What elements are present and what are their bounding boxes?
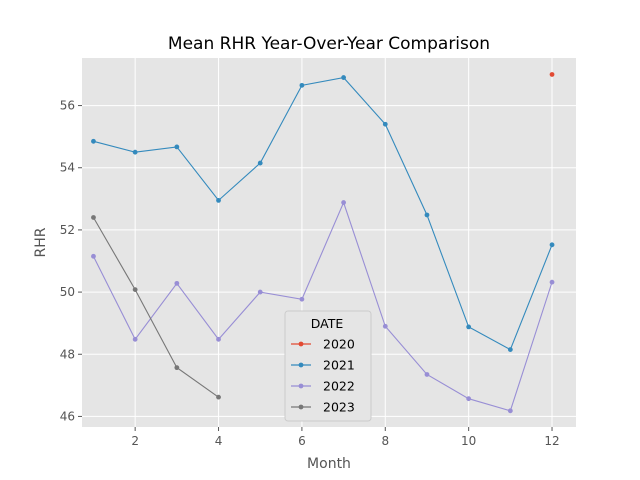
legend-label: 2023 — [323, 400, 355, 415]
data-point-2022 — [341, 200, 346, 205]
legend-label: 2021 — [323, 358, 355, 373]
series-2020 — [549, 72, 555, 77]
legend-marker — [298, 362, 304, 368]
data-point-2021 — [174, 144, 180, 150]
data-point-2022 — [466, 396, 472, 402]
data-point-2021 — [382, 121, 388, 127]
y-tick-label: 48 — [60, 347, 75, 361]
x-tick-label: 2 — [131, 434, 139, 448]
data-point-2021 — [216, 197, 221, 203]
y-tick-label: 52 — [60, 223, 75, 237]
series-2022 — [91, 200, 555, 414]
legend-box — [284, 310, 372, 422]
data-point-2023 — [174, 365, 180, 371]
series-line-2021 — [93, 76, 553, 351]
x-tick-label: 12 — [544, 434, 559, 448]
y-tick-label: 54 — [60, 161, 75, 175]
legend: DATE 2020 2021 2022 2023 — [284, 310, 372, 422]
y-tick-label: 56 — [60, 99, 75, 113]
data-point-2022 — [507, 408, 513, 414]
legend-marker — [298, 383, 304, 389]
series-line-2023 — [92, 217, 219, 398]
data-point-2023 — [91, 215, 96, 220]
data-point-2021 — [424, 212, 430, 218]
legend-item-2020: 2020 — [291, 337, 355, 352]
x-tick-label: 4 — [215, 434, 223, 448]
data-point-2022 — [382, 323, 388, 329]
legend-label: 2022 — [323, 379, 355, 394]
data-point-2022 — [257, 289, 263, 295]
series-group — [91, 72, 555, 414]
data-point-2022 — [132, 336, 138, 342]
x-tick-label: 6 — [298, 434, 306, 448]
data-point-2022 — [91, 253, 96, 259]
x-axis-label: Month — [307, 456, 351, 472]
data-point-2021 — [91, 138, 96, 144]
data-point-2023 — [132, 287, 138, 292]
legend-marker — [298, 404, 304, 410]
y-axis-label: RHR — [33, 227, 49, 257]
data-point-2021 — [549, 242, 555, 248]
legend-item-2021: 2021 — [291, 358, 355, 373]
legend-marker — [298, 341, 304, 347]
data-point-2020 — [549, 72, 555, 77]
legend-item-2023: 2023 — [291, 400, 355, 415]
data-point-2021 — [132, 149, 138, 155]
legend-items: 2020 2021 2022 2023 — [291, 337, 355, 415]
data-point-2022 — [174, 280, 180, 286]
data-point-2021 — [466, 324, 472, 330]
y-tick-label: 46 — [60, 409, 75, 423]
data-point-2021 — [507, 347, 513, 352]
x-tick-label: 8 — [381, 434, 389, 448]
data-point-2022 — [299, 296, 305, 302]
data-point-2021 — [299, 82, 305, 88]
legend-title: DATE — [311, 316, 344, 331]
legend-item-2022: 2022 — [291, 379, 355, 394]
series-2021 — [91, 75, 555, 352]
data-point-2023 — [216, 394, 221, 400]
x-tick-label: 10 — [461, 434, 476, 448]
data-point-2022 — [216, 336, 221, 342]
y-tick-label: 50 — [60, 285, 75, 299]
data-point-2021 — [341, 75, 346, 80]
series-line-2022 — [92, 201, 553, 412]
data-point-2021 — [257, 160, 263, 166]
data-point-2022 — [424, 372, 430, 377]
chart-title: Mean RHR Year-Over-Year Comparison — [168, 34, 490, 54]
legend-label: 2020 — [323, 337, 355, 352]
series-2023 — [91, 215, 221, 400]
data-point-2022 — [549, 279, 555, 285]
